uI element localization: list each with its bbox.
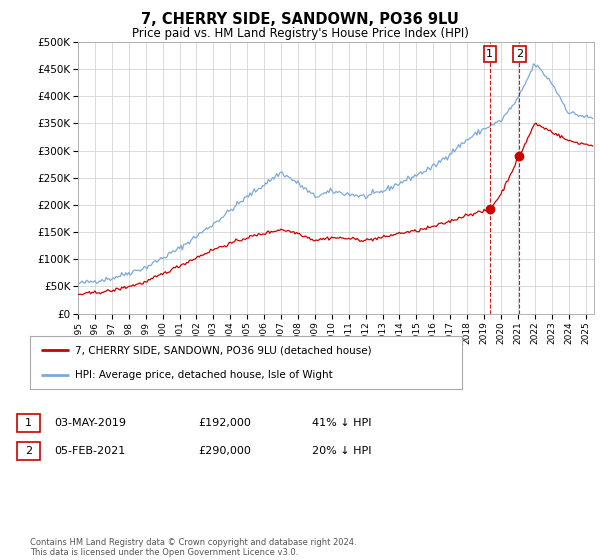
Text: 7, CHERRY SIDE, SANDOWN, PO36 9LU: 7, CHERRY SIDE, SANDOWN, PO36 9LU — [141, 12, 459, 27]
Text: 03-MAY-2019: 03-MAY-2019 — [54, 418, 126, 428]
Text: £290,000: £290,000 — [198, 446, 251, 456]
Text: £192,000: £192,000 — [198, 418, 251, 428]
Text: 1: 1 — [25, 418, 32, 428]
Text: 20% ↓ HPI: 20% ↓ HPI — [312, 446, 371, 456]
Text: 05-FEB-2021: 05-FEB-2021 — [54, 446, 125, 456]
Text: 2: 2 — [516, 49, 523, 59]
Text: Contains HM Land Registry data © Crown copyright and database right 2024.
This d: Contains HM Land Registry data © Crown c… — [30, 538, 356, 557]
Text: HPI: Average price, detached house, Isle of Wight: HPI: Average price, detached house, Isle… — [76, 370, 333, 380]
Text: 7, CHERRY SIDE, SANDOWN, PO36 9LU (detached house): 7, CHERRY SIDE, SANDOWN, PO36 9LU (detac… — [76, 346, 372, 356]
Text: 2: 2 — [25, 446, 32, 456]
Text: Price paid vs. HM Land Registry's House Price Index (HPI): Price paid vs. HM Land Registry's House … — [131, 27, 469, 40]
Text: 41% ↓ HPI: 41% ↓ HPI — [312, 418, 371, 428]
Text: 1: 1 — [486, 49, 493, 59]
